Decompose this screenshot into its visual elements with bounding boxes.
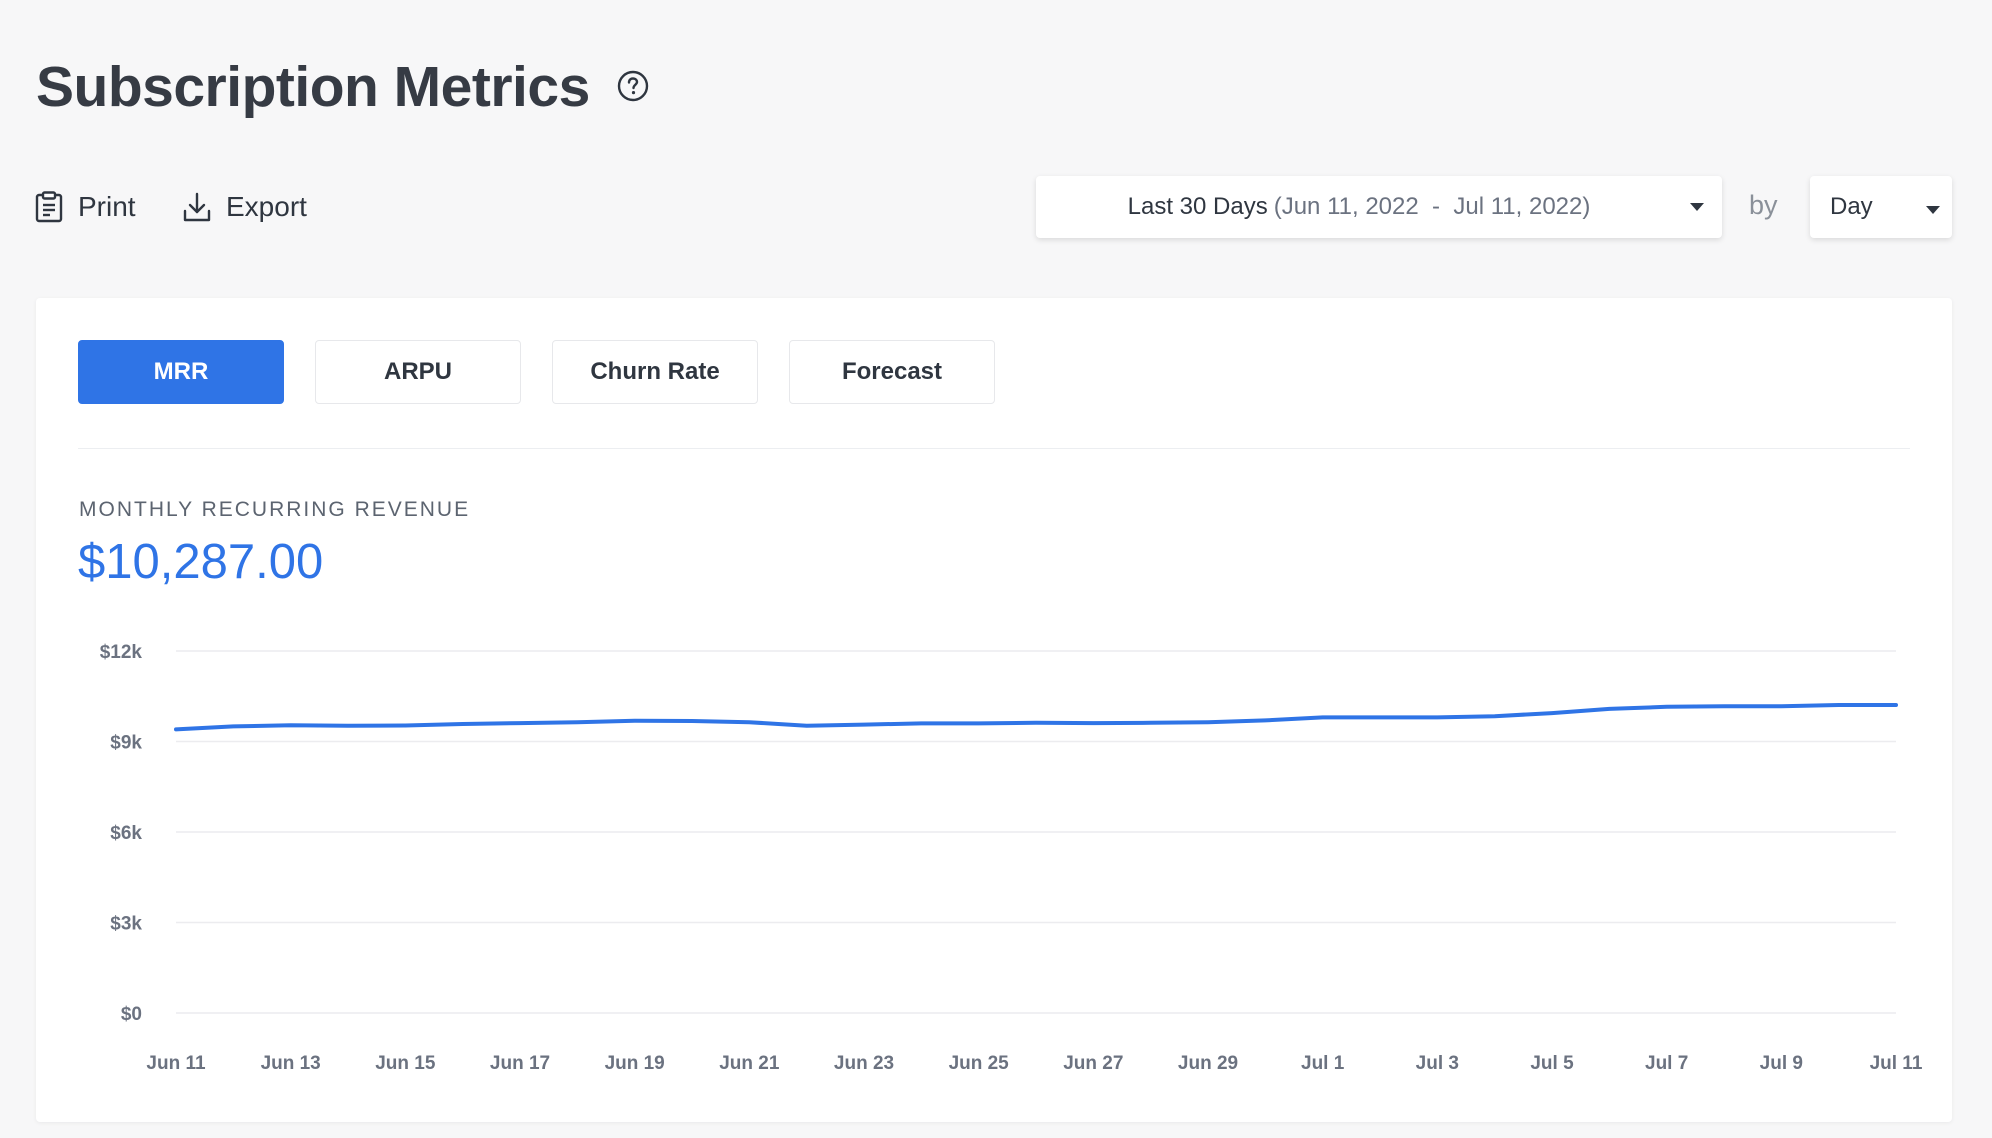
- date-range-label: Last 30 Days: [1127, 193, 1268, 220]
- export-label: Export: [226, 191, 307, 222]
- by-label: by: [1749, 190, 1778, 220]
- date-range-dates: (Jun 11, 2022 - Jul 11, 2022): [1273, 193, 1591, 220]
- divider: [78, 448, 1910, 449]
- x-tick-label: Jul 5: [1530, 1053, 1574, 1074]
- clipboard-icon: [35, 191, 63, 223]
- export-button[interactable]: Export: [182, 184, 307, 230]
- x-tick-label: Jun 13: [261, 1053, 321, 1074]
- tab-arpu[interactable]: ARPU: [315, 340, 521, 404]
- metric-value: $10,287.00: [78, 535, 324, 589]
- metrics-card: MRR ARPU Churn Rate Forecast MONTHLY REC…: [36, 298, 1952, 1122]
- series-line: [174, 703, 1898, 732]
- interval-label: Day: [1830, 193, 1873, 220]
- date-range-select[interactable]: Last 30 Days (Jun 11, 2022 - Jul 11, 202…: [1036, 176, 1722, 238]
- y-tick-label: $9k: [110, 733, 142, 754]
- x-tick-label: Jun 21: [719, 1053, 780, 1074]
- x-tick-label: Jun 15: [375, 1053, 436, 1074]
- metric-label: MONTHLY RECURRING REVENUE: [79, 498, 471, 521]
- download-icon: [183, 192, 211, 222]
- x-tick-label: Jul 11: [1870, 1053, 1923, 1074]
- print-button[interactable]: Print: [34, 184, 136, 230]
- tab-forecast[interactable]: Forecast: [789, 340, 995, 404]
- x-tick-label: Jul 1: [1301, 1053, 1345, 1074]
- page-title: Subscription Metrics: [36, 55, 590, 119]
- y-tick-label: $6k: [110, 823, 142, 844]
- x-tick-label: Jun 23: [834, 1053, 894, 1074]
- tab-churn-rate[interactable]: Churn Rate: [552, 340, 758, 404]
- chevron-down-icon: [1926, 206, 1940, 214]
- tab-mrr[interactable]: MRR: [78, 340, 284, 404]
- chevron-down-icon: [1690, 203, 1704, 211]
- x-tick-label: Jul 7: [1645, 1053, 1688, 1074]
- x-tick-label: Jun 29: [1178, 1053, 1238, 1074]
- y-tick-label: $0: [121, 1004, 142, 1025]
- print-label: Print: [78, 191, 136, 222]
- x-tick-label: Jun 17: [490, 1053, 550, 1074]
- y-tick-label: $3k: [110, 914, 142, 935]
- x-tick-label: Jun 27: [1063, 1053, 1123, 1074]
- x-tick-label: Jun 11: [146, 1053, 206, 1074]
- interval-select[interactable]: Day: [1810, 176, 1952, 238]
- x-tick-label: Jul 3: [1416, 1053, 1459, 1074]
- y-tick-label: $12k: [100, 642, 143, 663]
- x-tick-label: Jun 25: [949, 1053, 1010, 1074]
- question-circle-icon[interactable]: [616, 69, 650, 103]
- x-tick-label: Jun 19: [605, 1053, 665, 1074]
- mrr-line-chart: $0 $3k $6k $9k $12k Jun 11 Jun 13 Jun 15 Jun 17 J…: [100, 642, 1923, 1074]
- x-tick-label: Jul 9: [1760, 1053, 1803, 1074]
